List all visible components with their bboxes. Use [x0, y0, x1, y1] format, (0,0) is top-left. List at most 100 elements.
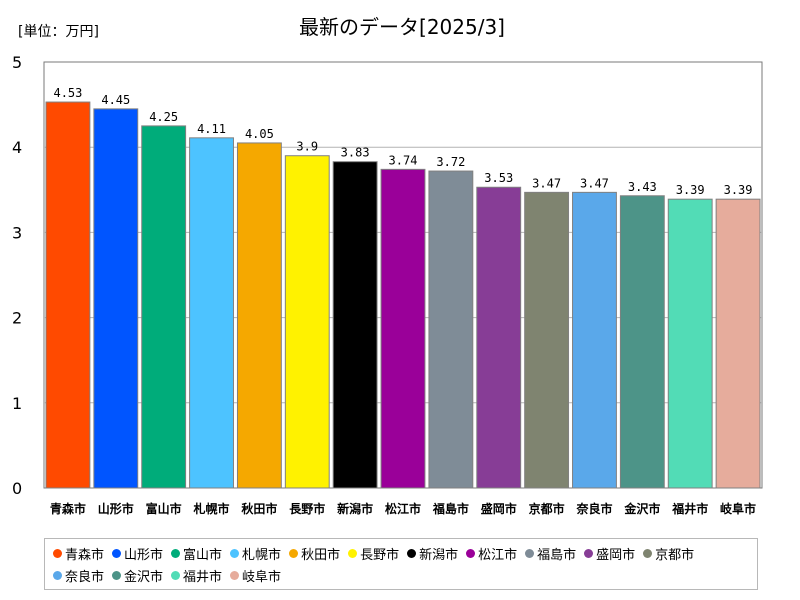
legend-label: 京都市	[655, 547, 695, 563]
legend-label: 富山市	[183, 547, 223, 563]
legend-item: 金沢市	[112, 565, 163, 585]
y-tick-label: 1	[12, 394, 22, 413]
y-tick-label: 0	[12, 479, 22, 498]
x-tick-label: 新潟市	[337, 501, 373, 516]
bar-value-label: 3.47	[580, 176, 609, 190]
bar-value-label: 3.83	[341, 146, 370, 160]
bar-value-label: 3.72	[436, 155, 465, 169]
legend-item: 長野市	[348, 543, 399, 563]
x-tick-label: 金沢市	[623, 501, 660, 516]
bar-value-label: 3.47	[532, 176, 561, 190]
bar	[284, 155, 330, 489]
legend-item: 富山市	[171, 543, 222, 563]
legend-label: 山形市	[124, 547, 164, 563]
legend-marker	[53, 548, 62, 558]
unit-label: [単位：万円]	[18, 24, 99, 40]
legend-item: 京都市	[643, 543, 694, 563]
bar	[619, 195, 665, 489]
legend-label: 奈良市	[65, 569, 105, 585]
x-tick-label: 富山市	[146, 501, 182, 516]
bar-value-label: 4.05	[245, 127, 274, 141]
x-tick-label: 松江市	[385, 501, 421, 516]
bar	[45, 101, 91, 489]
bar-value-label: 3.9	[296, 140, 318, 154]
bar-value-label: 4.45	[101, 93, 130, 107]
x-tick-label: 札幌市	[193, 501, 230, 516]
legend-item: 岐阜市	[230, 565, 281, 585]
legend-marker	[289, 548, 299, 558]
bar-value-label: 4.11	[197, 122, 226, 136]
legend-marker	[53, 570, 62, 580]
x-tick-label: 青森市	[50, 501, 86, 516]
bar-value-label: 3.39	[676, 183, 705, 197]
legend: 青森市 山形市 富山市 札幌市 秋田市 長野市 新潟市 松江市 福島市 盛岡市 京都市奈良市 金沢市 福…	[44, 538, 758, 590]
legend-marker	[525, 548, 535, 558]
bar-value-label: 3.43	[628, 180, 657, 194]
legend-label: 札幌市	[242, 547, 282, 563]
bar	[236, 142, 282, 489]
x-tick-label: 秋田市	[241, 501, 277, 516]
bar-value-label: 3.74	[389, 153, 418, 167]
chart-title: 最新のデータ[2025/3]	[299, 15, 505, 39]
legend-marker	[171, 548, 181, 558]
legend-label: 新潟市	[419, 547, 459, 563]
legend-label: 長野市	[360, 547, 400, 563]
legend-marker	[230, 570, 240, 580]
bar-chart: [単位：万円] 最新のデータ[2025/3] 0 1 2 3 4 5 4.53 4.45 4.…	[12, 15, 763, 516]
legend-marker	[171, 570, 181, 580]
y-tick-label: 5	[12, 53, 22, 72]
x-tick-label: 岐阜市	[720, 501, 756, 516]
bar-value-label: 4.25	[149, 110, 178, 124]
legend-item: 青森市	[53, 543, 104, 563]
bar-value-label: 3.39	[724, 183, 753, 197]
legend-label: 福島市	[537, 547, 577, 563]
bar-value-label: 3.53	[484, 171, 513, 185]
y-tick-label: 3	[12, 223, 22, 242]
x-tick-label: 京都市	[529, 501, 565, 516]
legend-item: 秋田市	[289, 543, 340, 563]
legend-item: 札幌市	[230, 543, 281, 563]
x-tick-label: 福島市	[432, 501, 469, 516]
bar	[524, 191, 570, 489]
bar	[476, 186, 522, 489]
bar	[189, 137, 234, 489]
y-tick-label: 2	[12, 309, 22, 328]
legend-label: 松江市	[478, 547, 518, 563]
legend-marker	[466, 548, 476, 558]
legend-item: 松江市	[466, 543, 517, 563]
legend-label: 金沢市	[124, 569, 164, 585]
legend-marker	[643, 548, 653, 558]
bar	[428, 170, 474, 489]
x-tick-label: 盛岡市	[481, 501, 517, 516]
bar	[93, 108, 139, 489]
legend-item: 奈良市	[53, 565, 104, 585]
legend-label: 盛岡市	[596, 547, 636, 563]
legend-marker	[584, 548, 594, 558]
x-tick-label: 長野市	[289, 501, 325, 516]
legend-label: 秋田市	[301, 547, 341, 563]
legend-marker	[230, 548, 240, 558]
bar	[332, 161, 378, 489]
bar	[715, 198, 761, 489]
legend-label: 青森市	[65, 547, 105, 563]
legend-item: 盛岡市	[584, 543, 635, 563]
legend-item: 福島市	[525, 543, 576, 563]
legend-marker	[112, 548, 122, 558]
bar	[141, 125, 187, 489]
legend-marker	[112, 570, 122, 580]
legend-item: 山形市	[112, 543, 163, 563]
legend-label: 福井市	[183, 569, 223, 585]
bar	[667, 198, 713, 489]
bar	[572, 191, 617, 489]
x-tick-label: 山形市	[98, 501, 134, 516]
legend-label: 岐阜市	[242, 569, 282, 585]
bar-value-label: 4.53	[53, 86, 82, 100]
x-tick-label: 福井市	[671, 501, 708, 516]
legend-item: 福井市	[171, 565, 222, 585]
legend-item: 新潟市	[407, 543, 458, 563]
bar	[380, 168, 426, 489]
legend-marker	[348, 548, 358, 558]
x-tick-label: 奈良市	[575, 501, 612, 516]
legend-marker	[407, 548, 417, 558]
y-tick-label: 4	[12, 138, 22, 157]
